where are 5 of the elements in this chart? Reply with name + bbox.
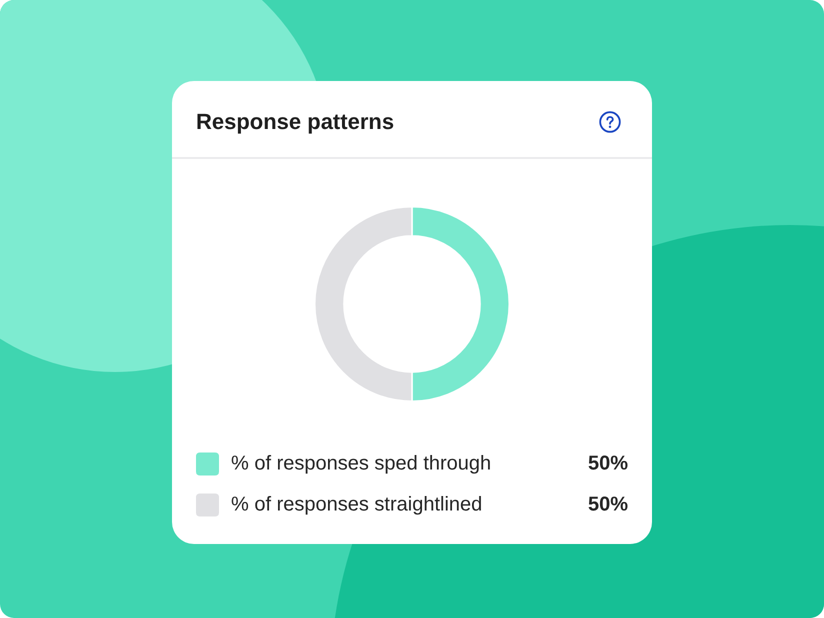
data-label: 50% — [588, 494, 628, 516]
legend-label: % of responses sped through — [231, 452, 492, 475]
chart-title: Response patterns — [196, 108, 394, 136]
data-label: 50% — [588, 452, 628, 475]
legend-label: % of responses straightlined — [231, 494, 482, 516]
